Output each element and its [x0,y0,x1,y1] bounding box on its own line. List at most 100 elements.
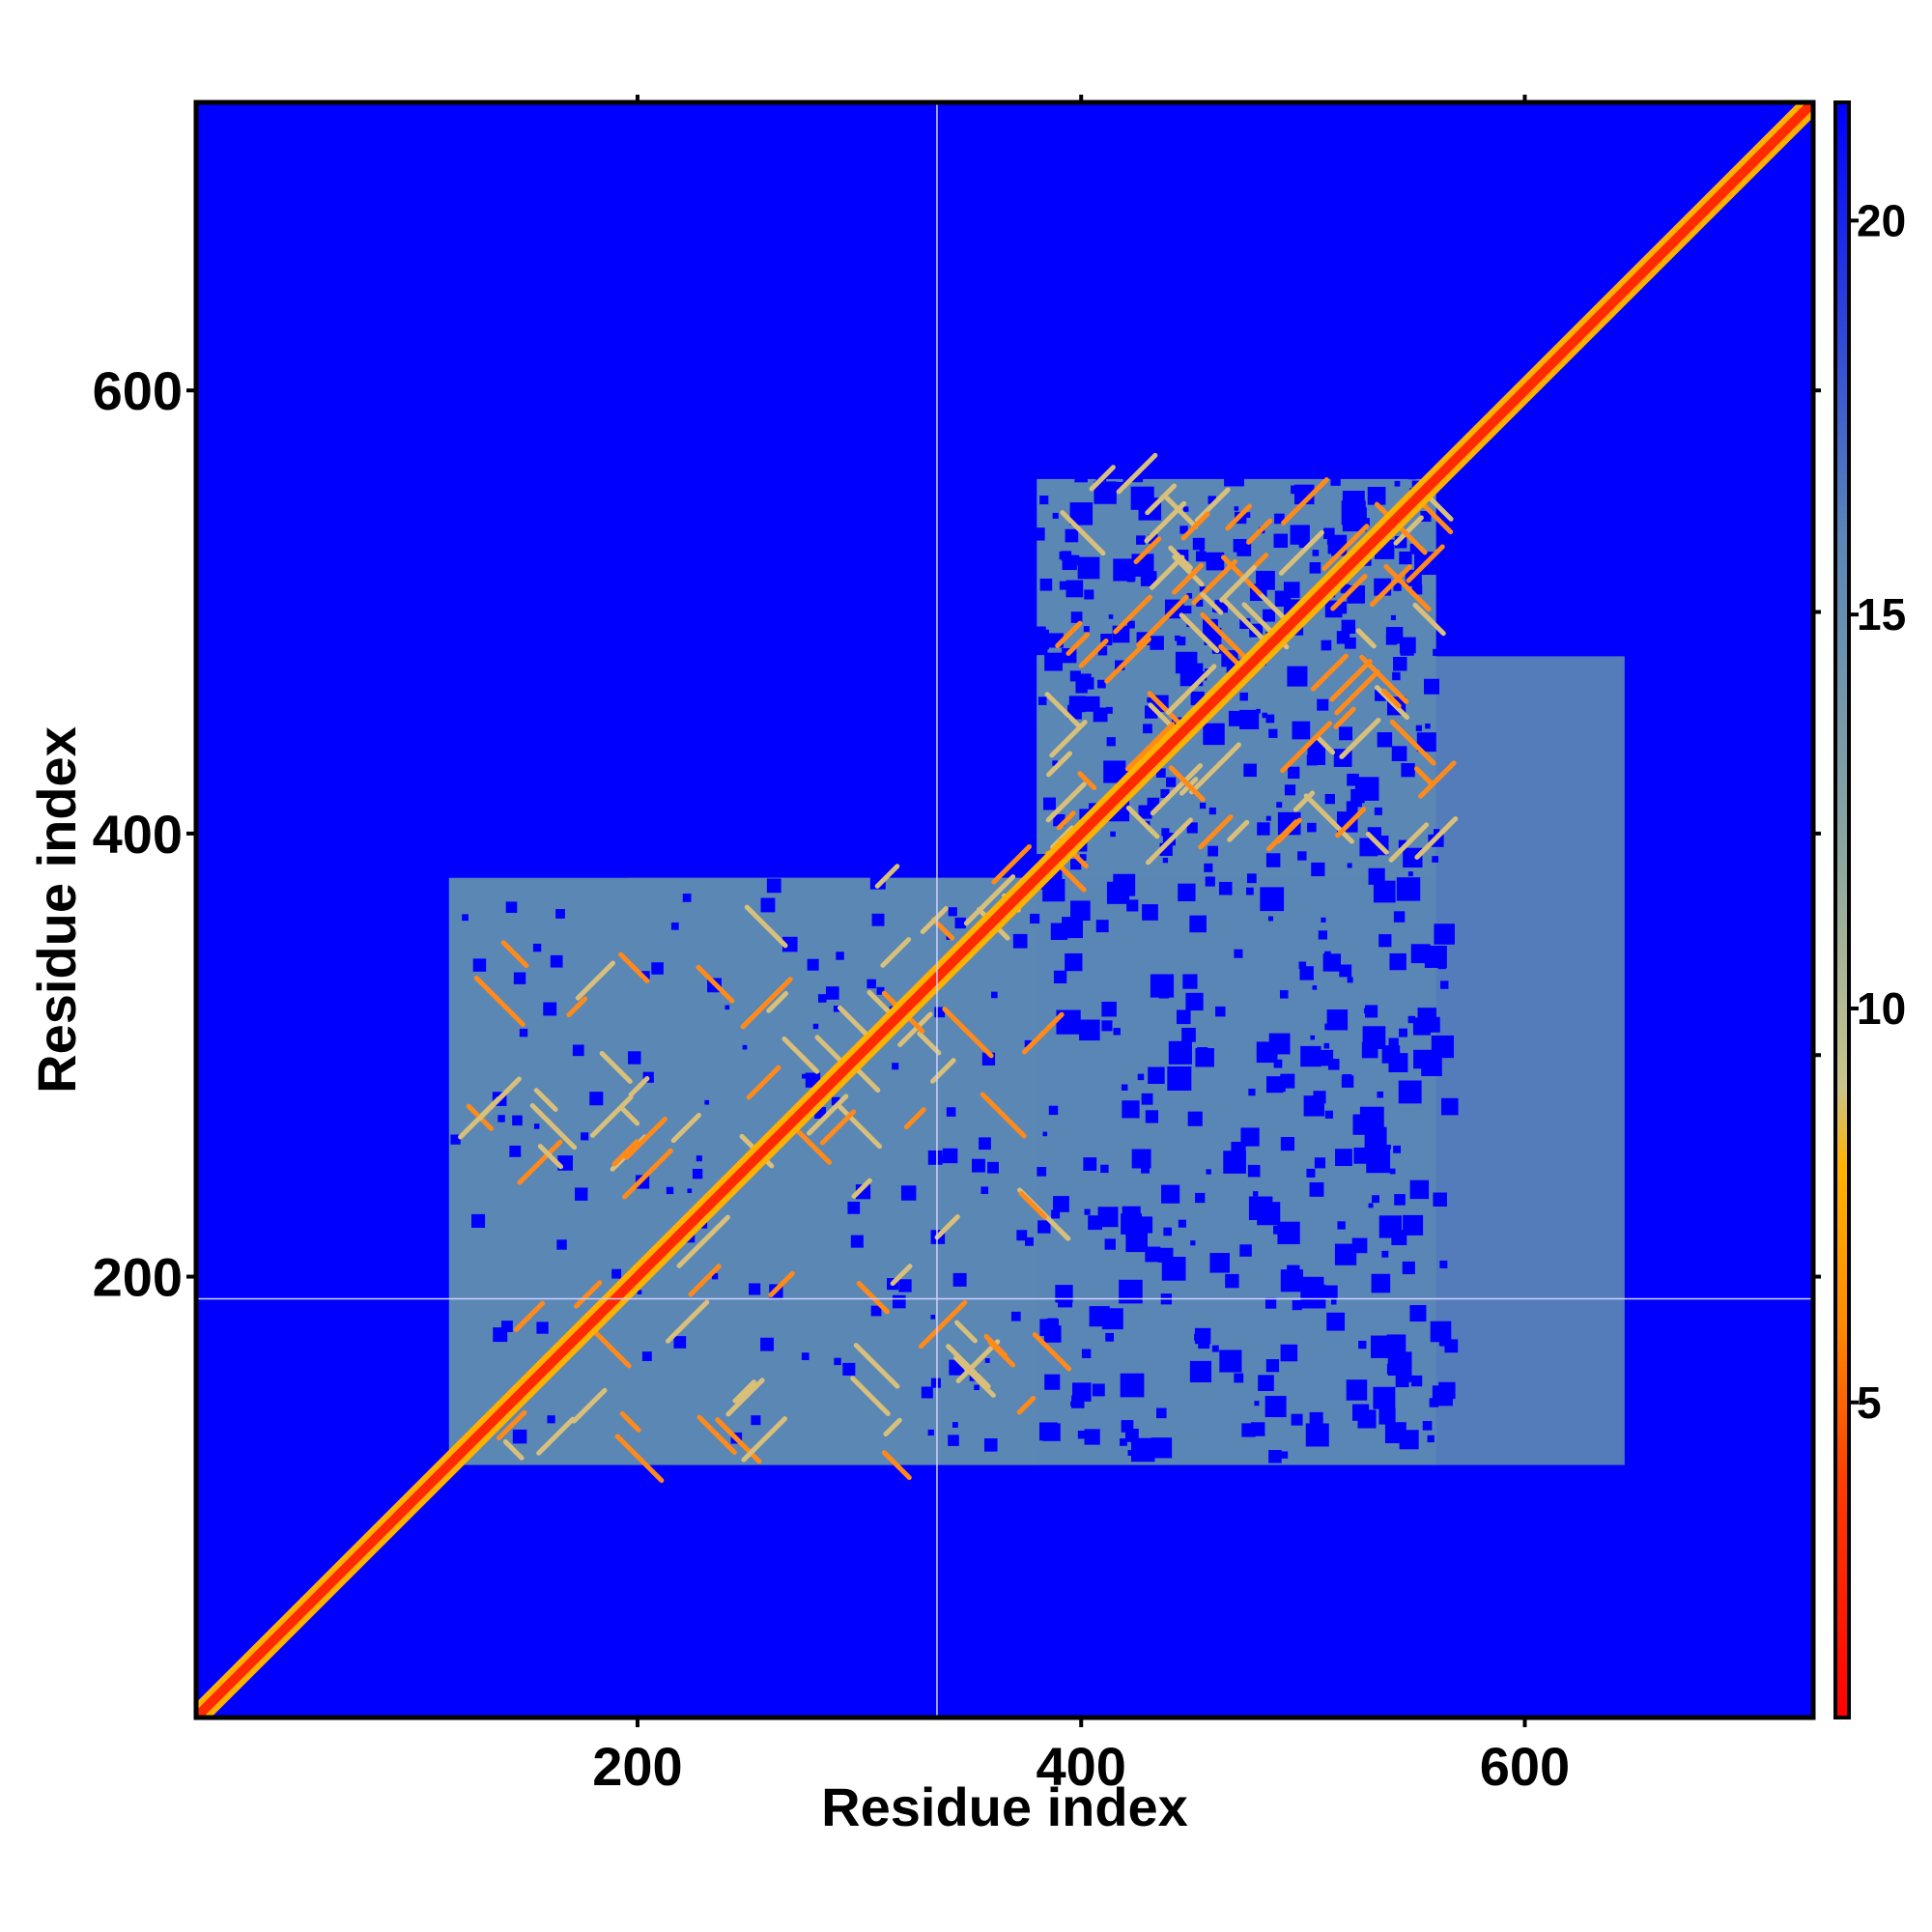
contact-streak [883,1417,902,1437]
x-tick-label: 200 [592,1736,682,1797]
colorbar-tick-label: 20 [1857,195,1906,245]
contact-gap [829,769,847,787]
contact-gap [1103,760,1126,783]
contact-streak [1200,591,1224,615]
contact-gap [1186,592,1193,599]
contact-gap [1279,990,1289,999]
contact-gap [930,823,949,840]
contact-gap [1039,578,1053,591]
contact-streak [732,1379,756,1404]
contact-gap [787,606,796,613]
diagonal-core [196,102,1813,1718]
contact-gap [1079,1019,1100,1041]
contact-gap [1068,554,1080,566]
contact-gap [1183,605,1192,614]
contact-gap [1301,1284,1326,1309]
contact-gap [1265,853,1281,867]
contact-gap [1161,1257,1186,1281]
contact-streak [856,1281,890,1315]
contact-streak [1032,1332,1072,1372]
contact-gap [1113,1028,1121,1036]
contact-gap [1075,681,1088,694]
contact-gap [1402,1032,1406,1037]
contact-streak [874,864,900,889]
contact-gap [1088,1215,1103,1231]
contact-gap [1106,737,1116,747]
contact-gap [1208,496,1216,504]
contact-streak [1179,612,1220,654]
contact-gap [1309,1181,1324,1197]
contact-gap [1233,538,1247,553]
contact-gap [1037,1220,1051,1234]
contact-gap [955,535,974,554]
contact-gap [1240,694,1246,699]
contact-gap [1195,1048,1214,1067]
contact-gap [1083,626,1090,633]
contact-gap [1257,1044,1264,1051]
contact-gap [1183,506,1189,512]
contact-gap [1393,582,1402,591]
contact-gap [948,850,967,869]
contact-gap [1181,1027,1196,1042]
contact-streak [1189,742,1241,795]
contact-streak [1168,765,1206,803]
contact-streak [1145,817,1193,866]
contact-gap [1163,1227,1172,1236]
contact-gap [1097,646,1108,656]
contact-gap [1122,462,1144,483]
contact-streak [1275,817,1302,844]
contact-gap [1037,696,1047,705]
contact-gap [1421,1055,1442,1077]
contact-gap [1160,788,1170,799]
contact-gap [980,1186,989,1195]
x-tick-label: 400 [1037,1736,1126,1797]
contact-gap [760,1337,774,1351]
contact-streak [1136,594,1189,648]
contact-gap [895,805,906,816]
contact-gap [1280,1087,1286,1093]
contact-gap [850,641,872,664]
contact-gap [636,702,649,716]
contact-streak [1046,751,1073,778]
contact-gap [913,727,923,737]
contact-gap [1264,1396,1287,1418]
contact-streak [903,1107,926,1130]
contact-streak [696,964,735,1004]
contact-gap [1127,1450,1134,1456]
contact-streak [1246,518,1273,545]
contact-streak [1393,515,1424,546]
contact-streak [566,996,588,1018]
contact-gap [1012,933,1028,949]
contact-streak [533,1088,558,1113]
contact-gap [1376,579,1381,584]
contact-streak [837,1005,868,1037]
contact-gap [1204,863,1213,872]
contact-gap [1268,1450,1282,1463]
contact-gap [1277,1221,1300,1244]
contact-streak [1334,668,1380,716]
contact-gap [1084,1208,1091,1215]
contact-gap [1101,1020,1113,1032]
contact-gap [1318,930,1327,940]
contact-gap [831,1096,840,1106]
contact-gap [812,1023,819,1030]
contact-gap [1234,1373,1244,1383]
contact-gap [1291,485,1299,495]
contact-gap [1065,952,1083,972]
contact-gap [952,683,960,691]
contact-gap [1377,732,1393,748]
contact-gap [1378,934,1392,948]
contact-gap [1321,917,1326,923]
contact-streak [741,1416,787,1463]
contact-gap [1409,543,1421,554]
contact-gap [766,549,786,569]
contact-gap [974,1384,980,1391]
contact-gap [921,1386,933,1399]
contact-gap [1065,580,1084,598]
contact-gap [636,469,654,488]
contact-gap [1142,571,1157,586]
contact-gap [1267,916,1273,922]
contact-streak [930,1058,956,1084]
contact-gap [1198,1337,1210,1350]
contact-gap [927,1429,934,1436]
